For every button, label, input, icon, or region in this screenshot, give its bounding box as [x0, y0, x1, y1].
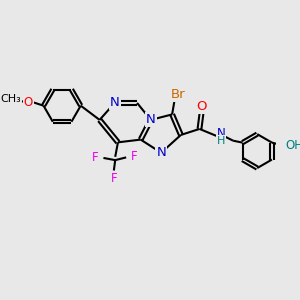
Text: N: N [217, 127, 225, 140]
Text: F: F [131, 150, 138, 163]
Text: O: O [196, 100, 207, 113]
Text: N: N [110, 96, 119, 110]
Text: OH: OH [286, 140, 300, 152]
Text: N: N [146, 113, 156, 126]
Text: N: N [156, 146, 166, 159]
Text: H: H [217, 136, 225, 146]
Text: F: F [110, 172, 117, 185]
Text: Br: Br [171, 88, 186, 101]
Text: O: O [24, 96, 33, 109]
Text: CH₃: CH₃ [1, 94, 21, 104]
Text: F: F [92, 151, 98, 164]
